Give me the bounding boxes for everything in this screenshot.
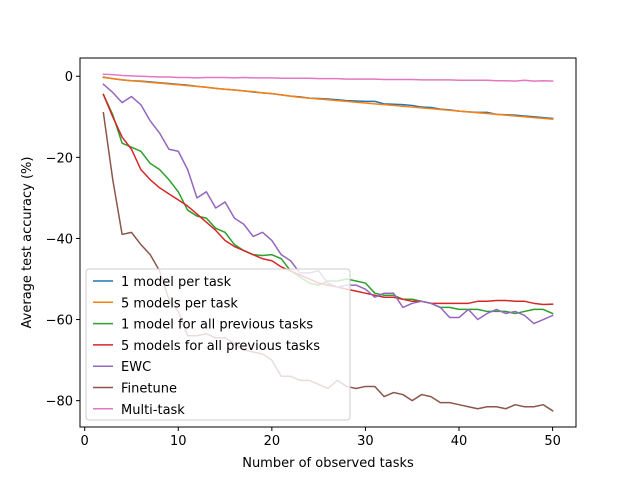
legend-entry: 1 model per task [121,275,232,290]
x-tick-label: 20 [264,434,281,449]
x-tick-label: 0 [81,434,89,449]
legend-entry: 5 models per task [121,296,238,311]
y-axis-label: Average test accuracy (%) [20,157,35,329]
x-tick-label: 10 [170,434,187,449]
legend-entry: 1 model for all previous tasks [121,318,313,333]
y-tick-label: 0 [65,70,73,85]
x-tick-label: 50 [544,434,561,449]
legend-entry: Finetune [121,382,177,397]
ticks-layer: 0 10 20 30 40 50 0 −20 −40 −60 −80 [46,70,561,449]
y-tick-label: −40 [46,232,73,247]
x-tick-label: 40 [451,434,468,449]
y-tick-label: −80 [46,395,73,410]
x-tick-label: 30 [357,434,374,449]
legend-entry: Multi-task [121,403,185,418]
legend-box [85,268,351,421]
y-tick-label: −20 [46,151,73,166]
x-axis-label: Number of observed tasks [242,456,414,471]
legend: 1 model per task 5 models per task 1 model… [85,268,351,421]
series-line-6 [102,73,554,82]
legend-entry: 5 models for all previous tasks [121,339,320,354]
axes-frame [79,57,577,428]
series-line-1 [102,76,554,121]
legend-entry: EWC [121,360,151,375]
y-tick-label: −60 [46,314,73,329]
